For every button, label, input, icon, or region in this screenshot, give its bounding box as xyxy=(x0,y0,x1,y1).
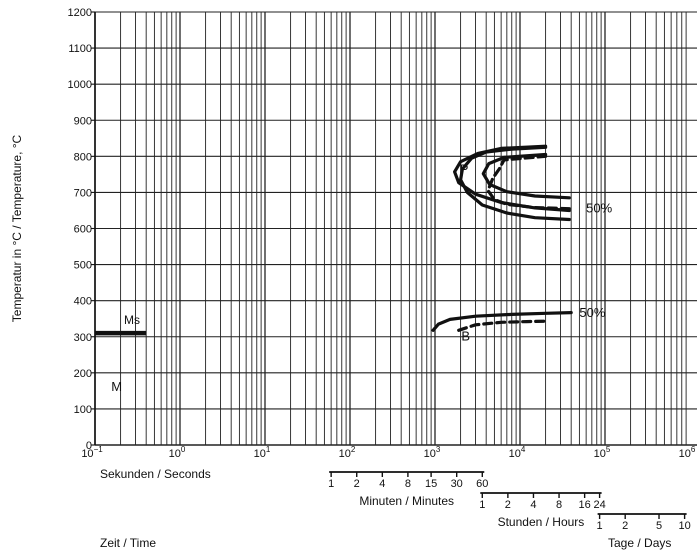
x-tick-label: 105 xyxy=(594,445,611,460)
days-scale-label: Tage / Days xyxy=(608,536,671,550)
x-tick-label: 104 xyxy=(509,445,526,460)
y-tick-label: 1100 xyxy=(68,43,92,55)
y-tick-label: 900 xyxy=(74,115,92,127)
x-tick-label: 101 xyxy=(254,445,271,460)
hours-scale-tick-label: 4 xyxy=(530,499,536,511)
percent-label-2: 50% xyxy=(579,305,605,320)
grid-layer xyxy=(94,11,697,446)
hours-scale-tick-label: 1 xyxy=(479,499,485,511)
days-scale-tick-label: 10 xyxy=(678,520,690,532)
y-tick-label: 200 xyxy=(74,368,92,380)
x-tick-label: 10−1 xyxy=(81,445,103,460)
x-tick-label: 102 xyxy=(339,445,356,460)
y-tick-label: 600 xyxy=(74,224,92,236)
percent-label-1: 50% xyxy=(586,200,612,215)
x-tick-label: 103 xyxy=(424,445,441,460)
transformation-curve-2 xyxy=(481,152,571,200)
y-tick-label: 500 xyxy=(74,260,92,272)
minutes-scale-tick-label: 4 xyxy=(379,478,385,490)
transformation-curve-6 xyxy=(457,319,548,332)
hours-scale-tick-label: 16 xyxy=(579,499,591,511)
region-label-m: M xyxy=(111,379,122,394)
label-layer: Ms P B M 50% 50% xyxy=(111,162,612,394)
axis-layer: 0100200300400500600700800900100011001200… xyxy=(10,7,696,550)
days-scale-tick-label: 2 xyxy=(622,520,628,532)
hours-scale-tick-label: 24 xyxy=(593,499,605,511)
minutes-scale-tick-label: 60 xyxy=(476,478,488,490)
x-axis-label-seconds: Sekunden / Seconds xyxy=(100,467,211,481)
minutes-scale-tick-label: 15 xyxy=(425,478,437,490)
ms-label: Ms xyxy=(124,313,140,327)
y-tick-label: 400 xyxy=(74,296,92,308)
transformation-curve-4 xyxy=(486,154,571,211)
y-tick-label: 0 xyxy=(86,440,92,452)
x-tick-label: 100 xyxy=(169,445,186,460)
y-tick-label: 1000 xyxy=(68,79,92,91)
hours-scale-tick-label: 8 xyxy=(556,499,562,511)
transformation-curve-5 xyxy=(431,311,573,332)
minutes-scale-tick-label: 30 xyxy=(451,478,463,490)
y-tick-label: 1200 xyxy=(68,7,92,19)
curve-layer xyxy=(95,144,573,336)
y-tick-label: 300 xyxy=(74,332,92,344)
y-tick-label: 700 xyxy=(74,187,92,199)
days-scale-tick-label: 5 xyxy=(656,520,662,532)
hours-scale-label: Stunden / Hours xyxy=(498,515,585,529)
y-axis-label: Temperatur in °C / Temperature, °C xyxy=(10,134,24,322)
minutes-scale-tick-label: 2 xyxy=(354,478,360,490)
transformation-curve-3 xyxy=(459,145,571,222)
x-tick-label: 106 xyxy=(679,445,696,460)
region-label-p: P xyxy=(460,162,469,177)
minutes-scale-label: Minuten / Minutes xyxy=(359,494,454,508)
y-tick-label: 100 xyxy=(74,404,92,416)
minutes-scale-tick-label: 8 xyxy=(405,478,411,490)
region-label-b: B xyxy=(461,328,470,343)
hours-scale-tick-label: 2 xyxy=(505,499,511,511)
y-tick-label: 800 xyxy=(74,151,92,163)
x-axis-label-time: Zeit / Time xyxy=(100,536,156,550)
minutes-scale-tick-label: 1 xyxy=(328,478,334,490)
days-scale-tick-label: 1 xyxy=(597,520,603,532)
